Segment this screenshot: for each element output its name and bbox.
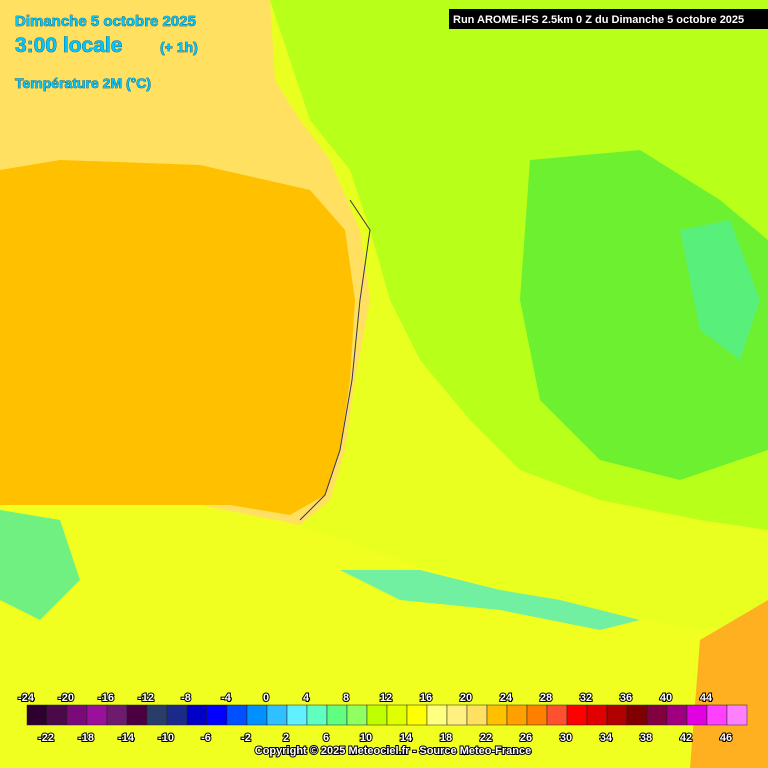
parameter: Température 2M (°C) bbox=[15, 75, 151, 91]
legend-label: -24 bbox=[18, 692, 35, 704]
legend-label: 34 bbox=[600, 732, 613, 744]
legend-label: 22 bbox=[480, 732, 492, 744]
legend-swatch bbox=[526, 704, 548, 726]
land-south bbox=[0, 505, 768, 768]
legend-swatch bbox=[726, 704, 748, 726]
coastline bbox=[299, 199, 371, 521]
legend-swatch bbox=[346, 704, 368, 726]
legend-label: 26 bbox=[520, 732, 532, 744]
legend-swatch bbox=[186, 704, 208, 726]
legend-swatch bbox=[146, 704, 168, 726]
time: 3:00 locale bbox=[15, 34, 122, 57]
legend-label: 32 bbox=[580, 692, 592, 704]
legend-label: 36 bbox=[620, 692, 632, 704]
legend-label: 0 bbox=[263, 692, 269, 704]
legend-label: -8 bbox=[181, 692, 191, 704]
legend-label: 14 bbox=[400, 732, 413, 744]
legend-label: 42 bbox=[680, 732, 692, 744]
legend-label: -16 bbox=[98, 692, 114, 704]
legend-swatch bbox=[26, 704, 48, 726]
legend-label: 40 bbox=[660, 692, 672, 704]
legend-label: -10 bbox=[158, 732, 174, 744]
legend-swatch bbox=[446, 704, 468, 726]
legend-swatch bbox=[486, 704, 508, 726]
legend-swatch bbox=[566, 704, 588, 726]
mountains bbox=[340, 570, 640, 630]
legend-label: 6 bbox=[323, 732, 329, 744]
legend-swatch bbox=[506, 704, 528, 726]
legend-swatch bbox=[266, 704, 288, 726]
sea bbox=[0, 160, 355, 515]
legend-label: 4 bbox=[303, 692, 310, 704]
legend-swatch bbox=[606, 704, 628, 726]
legend-swatch bbox=[326, 704, 348, 726]
legend-swatch bbox=[626, 704, 648, 726]
legend-swatch bbox=[246, 704, 268, 726]
date: Dimanche 5 octobre 2025 bbox=[15, 13, 196, 30]
legend-label: -12 bbox=[138, 692, 154, 704]
legend-label: -6 bbox=[201, 732, 211, 744]
legend-label: 28 bbox=[540, 692, 552, 704]
copyright: Copyright © 2025 Meteociel.fr - Source M… bbox=[255, 745, 531, 757]
legend: -24-22-20-18-16-14-12-10-8-6-4-202468101… bbox=[17, 691, 748, 745]
legend-label: 10 bbox=[360, 732, 372, 744]
legend-swatch bbox=[646, 704, 668, 726]
legend-swatch bbox=[106, 704, 128, 726]
offset: (+ 1h) bbox=[160, 39, 198, 55]
legend-label: -14 bbox=[118, 732, 135, 744]
legend-label: 38 bbox=[640, 732, 652, 744]
legend-swatch bbox=[286, 704, 308, 726]
legend-swatch bbox=[406, 704, 428, 726]
land-cool-west bbox=[0, 510, 80, 620]
legend-swatch bbox=[226, 704, 248, 726]
legend-swatch bbox=[126, 704, 148, 726]
run-info: Run AROME-IFS 2.5km 0 Z du Dimanche 5 oc… bbox=[453, 14, 744, 26]
legend-label: 12 bbox=[380, 692, 392, 704]
legend-label: 8 bbox=[343, 692, 349, 704]
legend-label: 18 bbox=[440, 732, 452, 744]
legend-swatch bbox=[426, 704, 448, 726]
legend-label: -4 bbox=[221, 692, 232, 704]
legend-swatch bbox=[66, 704, 88, 726]
legend-swatch bbox=[546, 704, 568, 726]
legend-label: 24 bbox=[500, 692, 513, 704]
legend-label: 46 bbox=[720, 732, 732, 744]
land-coldest bbox=[680, 220, 760, 360]
legend-label: 30 bbox=[560, 732, 572, 744]
legend-label: 2 bbox=[283, 732, 289, 744]
legend-label: 20 bbox=[460, 692, 472, 704]
legend-swatch bbox=[46, 704, 68, 726]
legend-swatch bbox=[586, 704, 608, 726]
legend-swatch bbox=[706, 704, 728, 726]
legend-swatch bbox=[666, 704, 688, 726]
legend-label: -18 bbox=[78, 732, 94, 744]
legend-swatch bbox=[206, 704, 228, 726]
legend-swatch bbox=[466, 704, 488, 726]
legend-swatch bbox=[366, 704, 388, 726]
legend-swatch bbox=[166, 704, 188, 726]
run-box bbox=[449, 9, 768, 29]
legend-label: -20 bbox=[58, 692, 74, 704]
legend-swatch bbox=[306, 704, 328, 726]
legend-label: -2 bbox=[241, 732, 251, 744]
legend-swatch bbox=[86, 704, 108, 726]
legend-swatch bbox=[686, 704, 708, 726]
legend-label: -22 bbox=[38, 732, 54, 744]
legend-label: 44 bbox=[700, 692, 713, 704]
legend-swatch bbox=[386, 704, 408, 726]
sea-east bbox=[690, 600, 768, 768]
legend-label: 16 bbox=[420, 692, 432, 704]
